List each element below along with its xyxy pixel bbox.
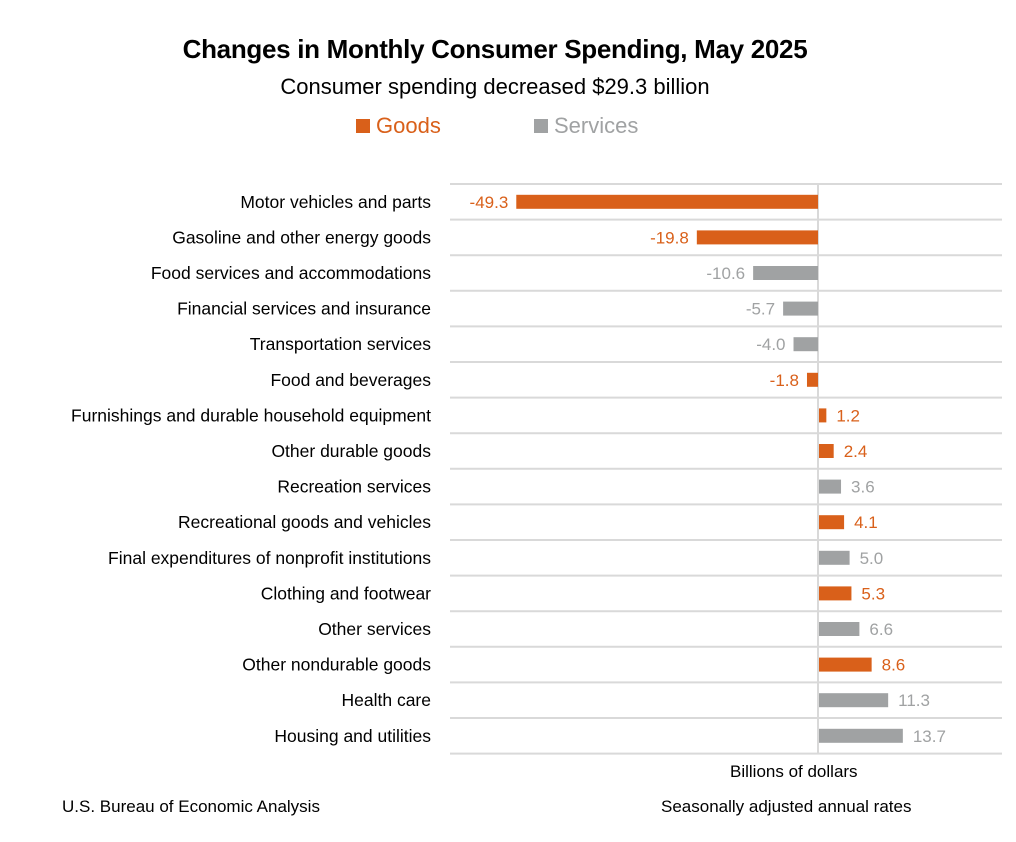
bar bbox=[819, 657, 872, 672]
bar bbox=[793, 337, 818, 352]
value-label: -5.7 bbox=[746, 300, 775, 319]
category-label: Gasoline and other energy goods bbox=[172, 227, 431, 247]
category-label: Financial services and insurance bbox=[177, 299, 431, 319]
value-label: 1.2 bbox=[836, 406, 860, 425]
bar bbox=[819, 693, 889, 708]
value-label: -19.8 bbox=[650, 228, 689, 247]
category-label: Housing and utilities bbox=[274, 726, 431, 746]
value-label: 13.7 bbox=[913, 727, 946, 746]
bar bbox=[819, 728, 903, 743]
bar bbox=[806, 372, 818, 387]
bar bbox=[753, 266, 818, 280]
bar bbox=[819, 622, 860, 636]
category-label: Recreational goods and vehicles bbox=[178, 512, 431, 532]
category-label: Other durable goods bbox=[271, 441, 431, 461]
chart-subtitle: Consumer spending decreased $29.3 billio… bbox=[280, 74, 710, 99]
value-label: -49.3 bbox=[470, 193, 509, 212]
category-label: Recreation services bbox=[277, 477, 431, 497]
rate-note: Seasonally adjusted annual rates bbox=[661, 797, 912, 816]
value-label: -10.6 bbox=[706, 264, 745, 283]
x-axis-label: Billions of dollars bbox=[730, 762, 858, 781]
category-label: Health care bbox=[342, 690, 432, 710]
value-label: 5.0 bbox=[860, 549, 884, 568]
legend-swatch-goods bbox=[356, 119, 370, 133]
legend-item-services: Services bbox=[534, 113, 638, 139]
legend-swatch-services bbox=[534, 119, 548, 133]
bar bbox=[819, 586, 852, 601]
legend-item-goods: Goods bbox=[356, 113, 441, 139]
value-label: 11.3 bbox=[898, 691, 930, 710]
category-label: Food services and accommodations bbox=[151, 263, 431, 283]
bar bbox=[819, 550, 850, 565]
bar bbox=[819, 408, 827, 423]
legend-label-goods: Goods bbox=[376, 113, 441, 138]
value-label: 4.1 bbox=[854, 513, 878, 532]
category-label: Other services bbox=[318, 619, 431, 639]
category-label: Other nondurable goods bbox=[242, 655, 431, 675]
value-label: 3.6 bbox=[851, 478, 875, 497]
bar bbox=[696, 230, 818, 245]
value-label: 5.3 bbox=[861, 584, 885, 603]
bar bbox=[819, 444, 834, 458]
value-label: 8.6 bbox=[882, 656, 906, 675]
category-label: Furnishings and durable household equipm… bbox=[71, 405, 431, 425]
bar bbox=[819, 515, 845, 530]
category-label: Clothing and footwear bbox=[261, 583, 431, 603]
value-label: -4.0 bbox=[756, 335, 785, 354]
source-note: U.S. Bureau of Economic Analysis bbox=[62, 797, 320, 816]
value-label: 2.4 bbox=[844, 442, 868, 461]
bar bbox=[819, 479, 842, 494]
value-label: 6.6 bbox=[869, 620, 893, 639]
legend-label-services: Services bbox=[554, 113, 639, 138]
category-label: Motor vehicles and parts bbox=[240, 192, 431, 212]
category-label: Transportation services bbox=[250, 334, 431, 354]
legend: Goods Services bbox=[0, 113, 1016, 143]
bar bbox=[516, 194, 818, 209]
bar bbox=[783, 301, 818, 316]
category-label: Food and beverages bbox=[270, 370, 431, 390]
category-label: Final expenditures of nonprofit institut… bbox=[108, 548, 431, 568]
chart-title: Changes in Monthly Consumer Spending, Ma… bbox=[182, 34, 808, 64]
value-label: -1.8 bbox=[770, 371, 799, 390]
